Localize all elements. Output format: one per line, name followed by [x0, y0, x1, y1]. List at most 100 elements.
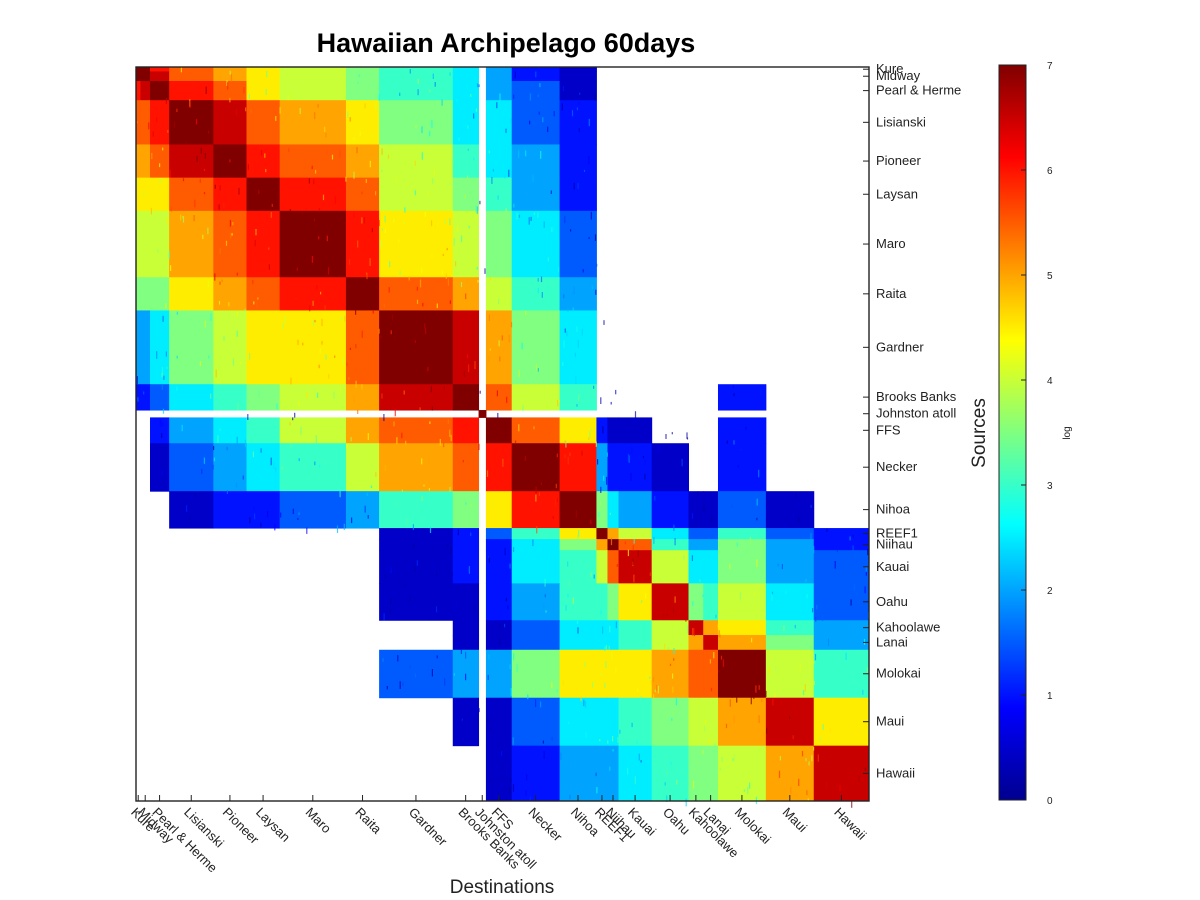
cell-Nihoa-FFS [485, 491, 513, 529]
speckle [349, 117, 351, 122]
speckle [813, 680, 815, 685]
speckle [666, 795, 668, 802]
speckle [672, 793, 674, 797]
speckle [338, 266, 340, 269]
speckle [568, 721, 570, 724]
speckle [236, 272, 238, 276]
speckle [834, 561, 836, 569]
cell-Laysan-Midway [140, 177, 151, 212]
speckle [529, 796, 531, 801]
speckle [383, 303, 385, 308]
speckle [637, 550, 639, 557]
speckle [470, 532, 472, 537]
speckle [615, 667, 617, 673]
cell-Kure-Lisianski [169, 67, 214, 72]
speckle [417, 360, 419, 365]
speckle [580, 695, 582, 702]
cell-Necker-Maro [279, 443, 347, 492]
speckle [203, 168, 206, 172]
speckle [509, 787, 511, 794]
speckle [252, 280, 254, 285]
speckle [725, 723, 728, 729]
cell-Lanai-Necker [511, 635, 561, 651]
cell-Gardner-Laysan [246, 310, 281, 385]
speckle [670, 761, 672, 766]
speckle [317, 392, 319, 398]
speckle [346, 362, 348, 366]
speckle [321, 340, 323, 345]
cell-Kauai-Kahoolawe [688, 550, 704, 584]
speckle [627, 549, 629, 557]
cell-Lanai-Molokai [717, 635, 767, 651]
cell-Pearl & Herme-Raita [345, 81, 380, 101]
speckle [634, 411, 637, 419]
speckle [675, 698, 677, 706]
speckle [416, 286, 418, 291]
speckle [719, 634, 721, 638]
speckle [321, 318, 323, 327]
speckle [609, 766, 611, 771]
speckle [866, 667, 868, 674]
cell-Midway-Gardner [379, 71, 454, 82]
speckle [672, 607, 675, 613]
y-tick-label: Pioneer [876, 153, 921, 168]
speckle [855, 559, 857, 563]
cell-Nihoa-Brooks Banks [452, 491, 480, 529]
cell-Raita-Kure [136, 277, 141, 311]
cell-Oahu-Hawaii [813, 583, 870, 621]
cell-Lisianski-Midway [140, 100, 151, 145]
y-tick-label: Maui [876, 714, 904, 729]
cell-REEF1-Hawaii [813, 528, 870, 540]
cell-Midway-Laysan [246, 71, 281, 82]
cell-Maui-Molokai [717, 697, 767, 747]
speckle [687, 625, 689, 634]
speckle [313, 179, 315, 185]
cell-Pearl & Herme-Nihoa [559, 81, 597, 101]
speckle [288, 148, 290, 153]
speckle [496, 390, 498, 397]
cell-Kure-Brooks Banks [452, 67, 480, 72]
speckle [267, 511, 269, 518]
cell-Midway-FFS [485, 71, 513, 82]
speckle [593, 574, 595, 579]
speckle [663, 613, 665, 618]
cell-Kahoolawe-Oahu [651, 620, 690, 636]
speckle [721, 756, 723, 763]
speckle [771, 591, 774, 595]
speckle [190, 496, 192, 500]
cell-Maui-Lanai [703, 697, 719, 747]
cell-Lisianski-Laysan [246, 100, 281, 145]
speckle [264, 153, 266, 158]
speckle [302, 342, 304, 346]
speckle [510, 322, 513, 328]
speckle [479, 200, 481, 205]
speckle [578, 394, 580, 402]
speckle [189, 100, 191, 108]
speckle [298, 512, 300, 515]
cell-Kure-Nihoa [559, 67, 597, 72]
speckle [208, 355, 210, 359]
speckle [254, 513, 256, 520]
speckle [355, 380, 357, 388]
cell-Oahu-Niihau [607, 583, 620, 621]
cell-Brooks Banks-Maro [279, 384, 347, 411]
speckle [346, 444, 348, 448]
speckle [740, 448, 742, 451]
speckle [260, 522, 262, 528]
y-tick-label: Hawaii [876, 765, 915, 780]
speckle [361, 217, 363, 224]
cell-Maui-Oahu [651, 697, 690, 747]
speckle [299, 107, 301, 115]
cell-Raita-Lisianski [169, 277, 214, 311]
cell-Maro-Pearl & Herme [150, 210, 170, 278]
speckle [289, 208, 291, 212]
cell-Kahoolawe-Niihau [607, 620, 620, 636]
speckle [760, 388, 762, 396]
speckle [203, 124, 205, 131]
speckle [563, 340, 565, 348]
speckle [405, 590, 407, 598]
speckle [143, 391, 145, 395]
cell-Pearl & Herme-Midway [140, 81, 151, 101]
speckle [579, 92, 581, 95]
cell-Gardner-Brooks Banks [452, 310, 480, 385]
